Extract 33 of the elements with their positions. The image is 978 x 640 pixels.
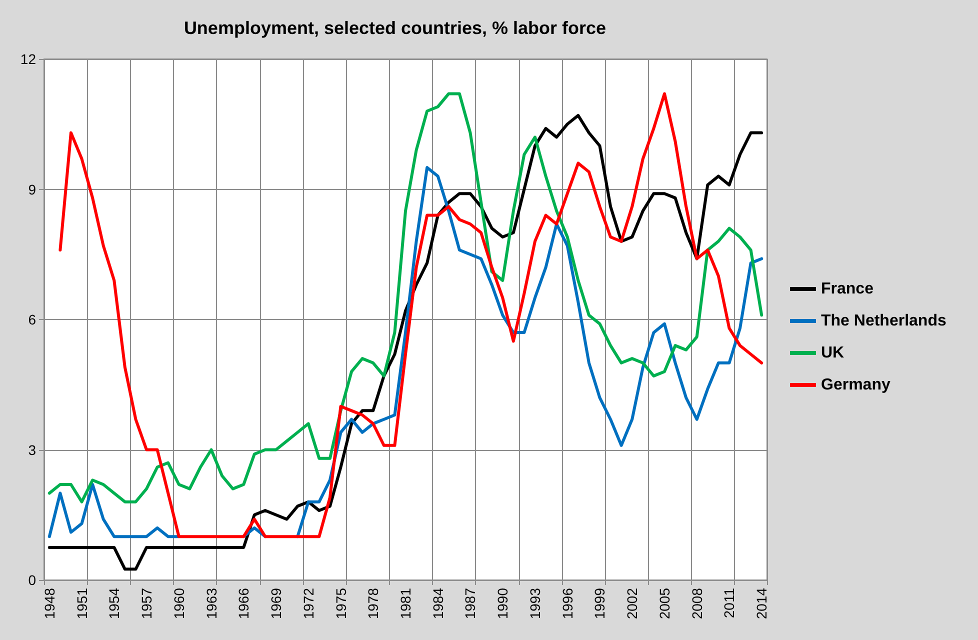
x-tick-label: 2002: [624, 588, 640, 620]
x-tick-label: 1966: [236, 588, 252, 620]
x-tick-label: 1954: [106, 588, 122, 620]
legend-label: Germany: [821, 376, 890, 394]
x-tick-label: 1996: [559, 588, 576, 620]
x-tick-label: 1957: [138, 588, 155, 620]
x-tick-label: 1990: [494, 588, 511, 620]
chart-title: Unemployment, selected countries, % labor force: [184, 18, 606, 38]
y-tick-label: 9: [28, 181, 36, 198]
x-tick-label: 1981: [398, 588, 414, 620]
y-tick-label: 6: [28, 312, 36, 328]
x-tick-label: 2014: [754, 588, 770, 620]
y-tick-label: 12: [20, 51, 36, 67]
x-tick-label: 1960: [170, 588, 187, 620]
y-tick-label: 0: [28, 572, 36, 588]
x-tick-label: 1999: [592, 588, 608, 620]
x-tick-label: 1948: [41, 588, 58, 620]
x-tick-label: 1987: [462, 588, 478, 620]
legend-label: UK: [821, 344, 845, 362]
x-tick-label: 1978: [365, 588, 382, 620]
x-tick-label: 2011: [721, 588, 738, 618]
legend-label: The Netherlands: [821, 312, 946, 330]
x-tick-label: 1993: [526, 588, 543, 620]
legend-label: France: [821, 280, 874, 298]
x-tick-label: 1972: [300, 588, 316, 620]
x-tick-label: 1975: [332, 588, 349, 620]
x-tick-label: 1969: [268, 588, 284, 620]
x-tick-label: 2005: [656, 588, 672, 620]
x-tick-label: 2008: [688, 588, 705, 620]
x-tick-label: 1951: [74, 588, 90, 620]
y-tick-label: 3: [28, 442, 36, 458]
x-tick-label: 1963: [203, 588, 220, 620]
x-tick-label: 1984: [430, 588, 446, 620]
